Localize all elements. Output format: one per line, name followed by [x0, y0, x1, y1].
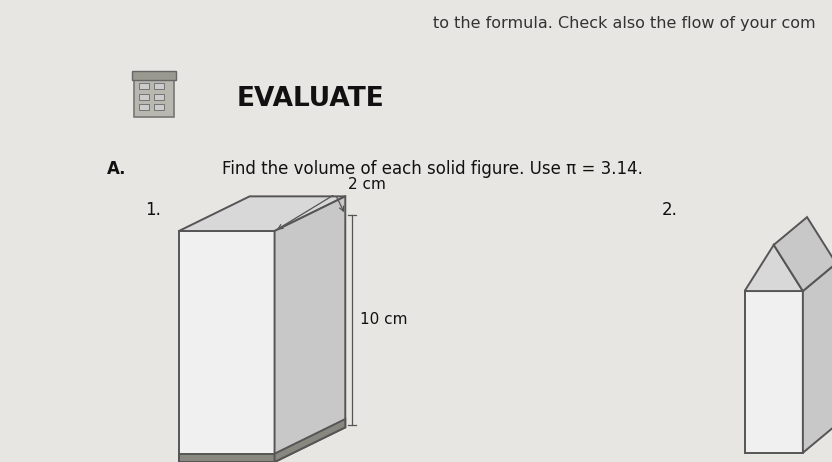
- Bar: [154, 93, 164, 99]
- Bar: [139, 103, 149, 109]
- Bar: [154, 103, 164, 109]
- Bar: [139, 83, 149, 89]
- Text: 2.: 2.: [661, 201, 677, 219]
- Bar: [154, 83, 164, 89]
- Polygon shape: [803, 263, 832, 453]
- Text: to the formula. Check also the flow of your com: to the formula. Check also the flow of y…: [433, 16, 815, 31]
- Polygon shape: [774, 217, 832, 291]
- Bar: [132, 71, 176, 79]
- Text: 2 cm: 2 cm: [348, 177, 386, 192]
- Text: A.: A.: [106, 160, 126, 177]
- Polygon shape: [745, 291, 803, 453]
- Bar: [134, 73, 174, 116]
- Polygon shape: [179, 196, 345, 231]
- Polygon shape: [275, 419, 345, 462]
- Polygon shape: [745, 245, 803, 291]
- Polygon shape: [179, 231, 275, 462]
- Text: 1.: 1.: [146, 201, 161, 219]
- Text: Find the volume of each solid figure. Use π = 3.14.: Find the volume of each solid figure. Us…: [222, 160, 643, 177]
- Polygon shape: [275, 196, 345, 462]
- Bar: [139, 93, 149, 99]
- Polygon shape: [179, 454, 275, 462]
- Text: EVALUATE: EVALUATE: [237, 86, 385, 112]
- Text: 10 cm: 10 cm: [360, 312, 408, 328]
